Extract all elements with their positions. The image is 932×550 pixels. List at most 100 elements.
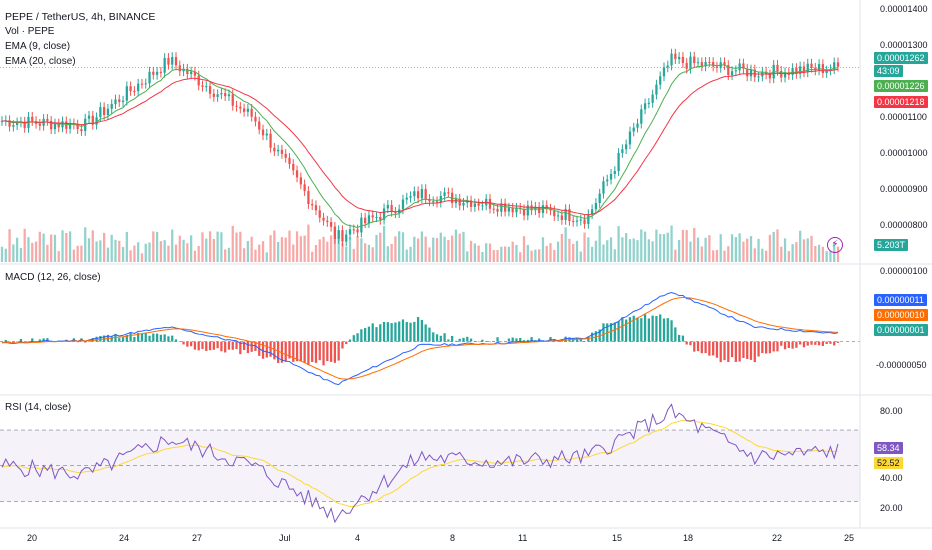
volume-bar bbox=[553, 249, 556, 262]
macd-histogram-bar bbox=[681, 335, 685, 342]
volume-bar bbox=[560, 233, 563, 262]
candle-body bbox=[526, 205, 529, 216]
signal-line bbox=[1, 296, 839, 380]
volume-bar bbox=[265, 252, 268, 262]
macd-histogram-bar bbox=[95, 336, 98, 342]
volume-bar bbox=[27, 237, 30, 262]
candle-body bbox=[696, 62, 700, 64]
candle-body bbox=[212, 93, 215, 97]
candle-body bbox=[833, 62, 836, 70]
macd-histogram-bar bbox=[772, 341, 775, 352]
macd-histogram-bar bbox=[277, 341, 280, 363]
volume-bar bbox=[106, 247, 110, 262]
volume-bar bbox=[776, 229, 779, 262]
volume-bar bbox=[810, 235, 813, 262]
volume-bar bbox=[95, 241, 98, 262]
macd-histogram-bar bbox=[333, 341, 337, 363]
macd-histogram-bar bbox=[677, 334, 681, 342]
candle-body bbox=[401, 199, 405, 210]
volume-bar bbox=[783, 238, 787, 262]
candle-body bbox=[114, 99, 117, 105]
lightning-icon[interactable]: ⚡ bbox=[827, 237, 843, 253]
volume-bar bbox=[220, 232, 223, 262]
candle-body bbox=[462, 202, 465, 206]
candle-body bbox=[522, 209, 526, 216]
volume-bar bbox=[269, 235, 272, 262]
candle-body bbox=[322, 217, 325, 221]
volume-bar bbox=[795, 242, 798, 262]
rsi-ma-tag: 52.52 bbox=[874, 457, 903, 469]
macd-histogram-bar bbox=[416, 317, 420, 342]
volume-bar bbox=[171, 229, 174, 262]
macd-histogram-bar bbox=[235, 341, 238, 350]
volume-bar bbox=[258, 244, 261, 262]
candle-body bbox=[553, 210, 556, 217]
volume-bar bbox=[602, 244, 605, 262]
candle-body bbox=[432, 201, 435, 203]
macd-axis-label: 0.00000100 bbox=[880, 266, 928, 276]
macd-histogram-bar bbox=[38, 339, 41, 342]
candle-body bbox=[15, 122, 19, 126]
volume-bar bbox=[515, 244, 518, 262]
macd-histogram-bar bbox=[137, 332, 140, 342]
volume-bar bbox=[806, 238, 809, 262]
candle-body bbox=[477, 203, 480, 206]
ema9-tag: 0.00001226 bbox=[874, 80, 928, 92]
price-pane bbox=[0, 48, 860, 247]
candle-body bbox=[643, 103, 647, 110]
time-axis-label: Jul bbox=[279, 533, 291, 543]
volume-bar bbox=[15, 237, 19, 262]
candle-body bbox=[386, 204, 389, 209]
candle-body bbox=[768, 74, 772, 79]
volume-bar bbox=[817, 244, 821, 262]
macd-histogram-bar bbox=[186, 341, 189, 347]
volume-bar bbox=[606, 240, 609, 262]
volume-bar bbox=[333, 226, 337, 262]
volume-bar bbox=[458, 233, 461, 262]
macd-histogram-bar bbox=[208, 341, 212, 351]
volume-bar bbox=[836, 246, 840, 262]
volume-bar bbox=[121, 246, 125, 262]
macd-histogram-bar bbox=[738, 341, 741, 362]
volume-bar bbox=[23, 228, 26, 262]
volume-bar bbox=[689, 241, 692, 262]
candle-body bbox=[38, 123, 41, 126]
volume-bar bbox=[439, 232, 442, 262]
macd-histogram-bar bbox=[753, 341, 756, 363]
candle-body bbox=[174, 57, 178, 66]
macd-histogram-bar bbox=[144, 332, 147, 342]
volume-bar bbox=[12, 244, 15, 262]
macd-histogram-bar bbox=[280, 341, 284, 363]
macd-histogram-bar bbox=[239, 341, 242, 355]
time-axis-label: 27 bbox=[192, 533, 203, 543]
candle-body bbox=[144, 83, 147, 85]
volume-bar bbox=[144, 243, 147, 262]
candle-body bbox=[121, 100, 125, 103]
volume-bar bbox=[292, 244, 295, 262]
volume-bar bbox=[636, 240, 639, 262]
candle-body bbox=[80, 129, 83, 132]
volume-bar bbox=[212, 238, 215, 262]
pane-separators bbox=[0, 0, 932, 529]
macd-histogram-bar bbox=[564, 336, 567, 342]
macd-histogram-bar bbox=[386, 322, 389, 342]
volume-bar bbox=[174, 244, 178, 262]
candle-body bbox=[621, 149, 624, 153]
volume-bar bbox=[727, 246, 730, 262]
macd-histogram-bar bbox=[583, 341, 586, 342]
candle-body bbox=[795, 68, 798, 74]
volume-bar bbox=[31, 242, 34, 262]
candle-body bbox=[68, 123, 72, 129]
candle-body bbox=[318, 210, 321, 218]
macd-histogram-bar bbox=[364, 328, 367, 342]
macd-histogram-bar bbox=[242, 341, 246, 351]
candle-body bbox=[757, 76, 760, 78]
candle-body bbox=[764, 71, 768, 75]
macd-histogram-bar bbox=[34, 341, 38, 342]
candle-body bbox=[730, 71, 734, 76]
macd-histogram-bar bbox=[833, 341, 836, 346]
volume-bar bbox=[469, 240, 473, 262]
candle-body bbox=[125, 86, 128, 101]
macd-histogram-bar bbox=[507, 338, 511, 342]
